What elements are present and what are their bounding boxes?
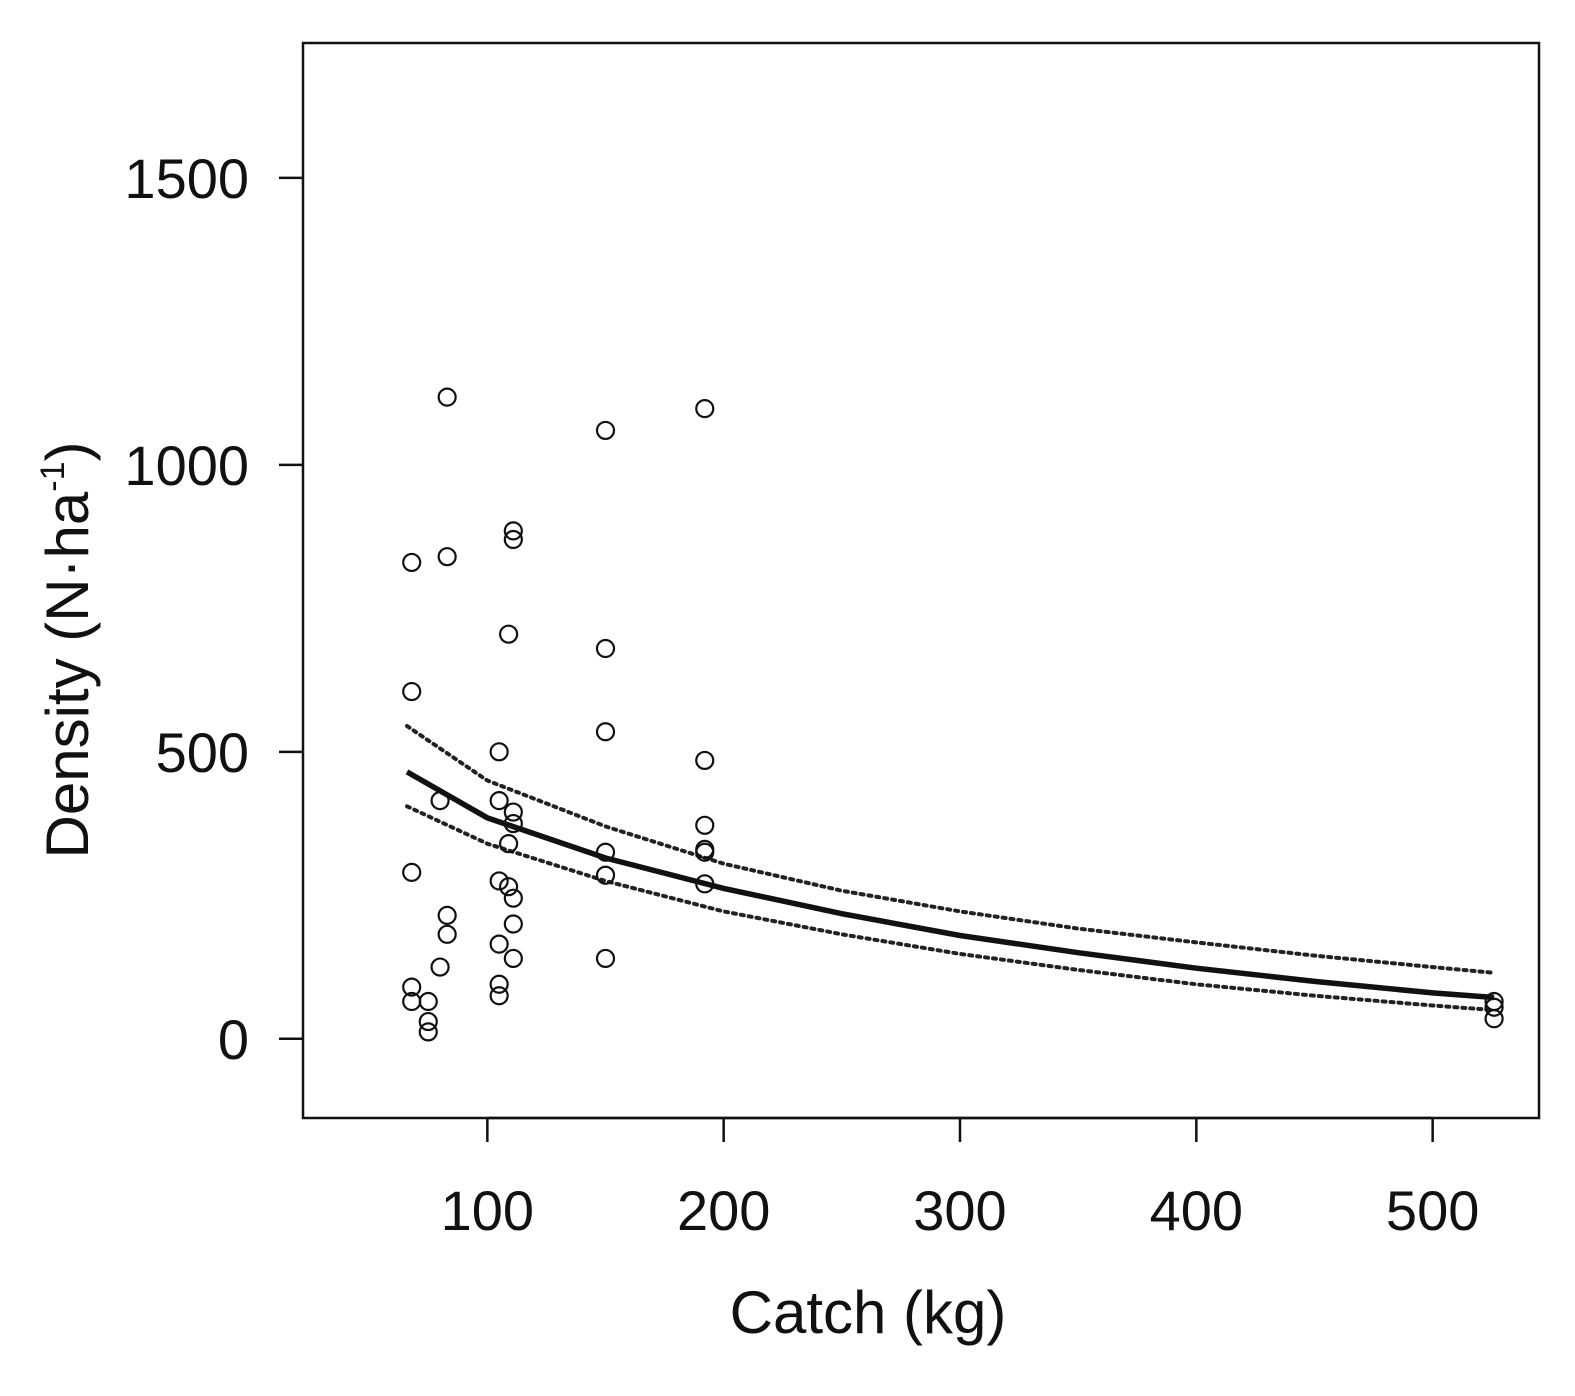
data-point [503,802,523,822]
x-axis: 100 200 300 400 500 [441,1116,1479,1242]
data-point [489,934,509,954]
data-point [402,681,422,702]
data-point [595,420,616,441]
data-point [437,905,457,925]
data-point [595,638,616,659]
x-tick-label: 100 [441,1179,534,1242]
x-tick-label: 300 [913,1179,1006,1242]
data-point [695,815,715,835]
x-tick-label: 400 [1150,1179,1243,1242]
data-point [489,742,509,762]
data-point [595,722,616,742]
y-axis-title-sup: -1 [34,461,72,491]
fit-lines [405,724,1497,1013]
data-point [695,874,715,894]
data-point [489,974,509,994]
data-point [437,924,457,944]
y-axis: 0 500 1000 1500 [124,147,303,1071]
plot-frame [301,41,1541,1120]
data-point [595,865,616,885]
data-point [499,624,519,644]
data-point [695,399,715,419]
data-point [402,977,422,997]
data-point [695,750,715,771]
x-tick-label: 500 [1386,1179,1479,1242]
data-point [489,791,509,811]
data-point [503,521,523,541]
y-tick-label: 0 [218,1008,249,1071]
data-point [430,791,450,811]
data-point [499,877,519,897]
data-point [595,842,616,862]
data-point [437,547,457,567]
data-point [418,1022,438,1042]
x-tick-label: 200 [677,1179,770,1242]
data-point [695,842,715,862]
data-point [503,888,523,908]
y-axis-title-close: ) [34,442,101,462]
data-point [402,552,422,573]
ci-upper-line [405,724,1497,975]
data-point [430,957,450,977]
y-tick-label: 1500 [124,147,249,210]
data-point [1484,1009,1504,1029]
data-point [418,991,438,1012]
data-point [503,914,523,934]
data-point [499,834,519,854]
data-point [503,813,523,834]
data-point [489,986,509,1006]
data-point [503,948,523,969]
data-point [489,871,509,891]
data-point [1484,997,1504,1017]
fit-line [405,769,1495,1001]
data-points [402,387,1504,1042]
data-point [437,387,457,407]
ci-lower-line [405,804,1497,1013]
y-tick-label: 1000 [124,434,249,497]
y-tick-label: 500 [156,721,249,784]
data-point [595,948,616,969]
data-point [503,529,523,550]
data-point [402,862,422,882]
y-axis-title: Density (N·ha-1) [34,442,101,859]
data-point [418,1011,438,1032]
y-axis-title-main: Density (N·ha [34,491,101,858]
x-axis-title: Catch (kg) [730,1279,1007,1346]
